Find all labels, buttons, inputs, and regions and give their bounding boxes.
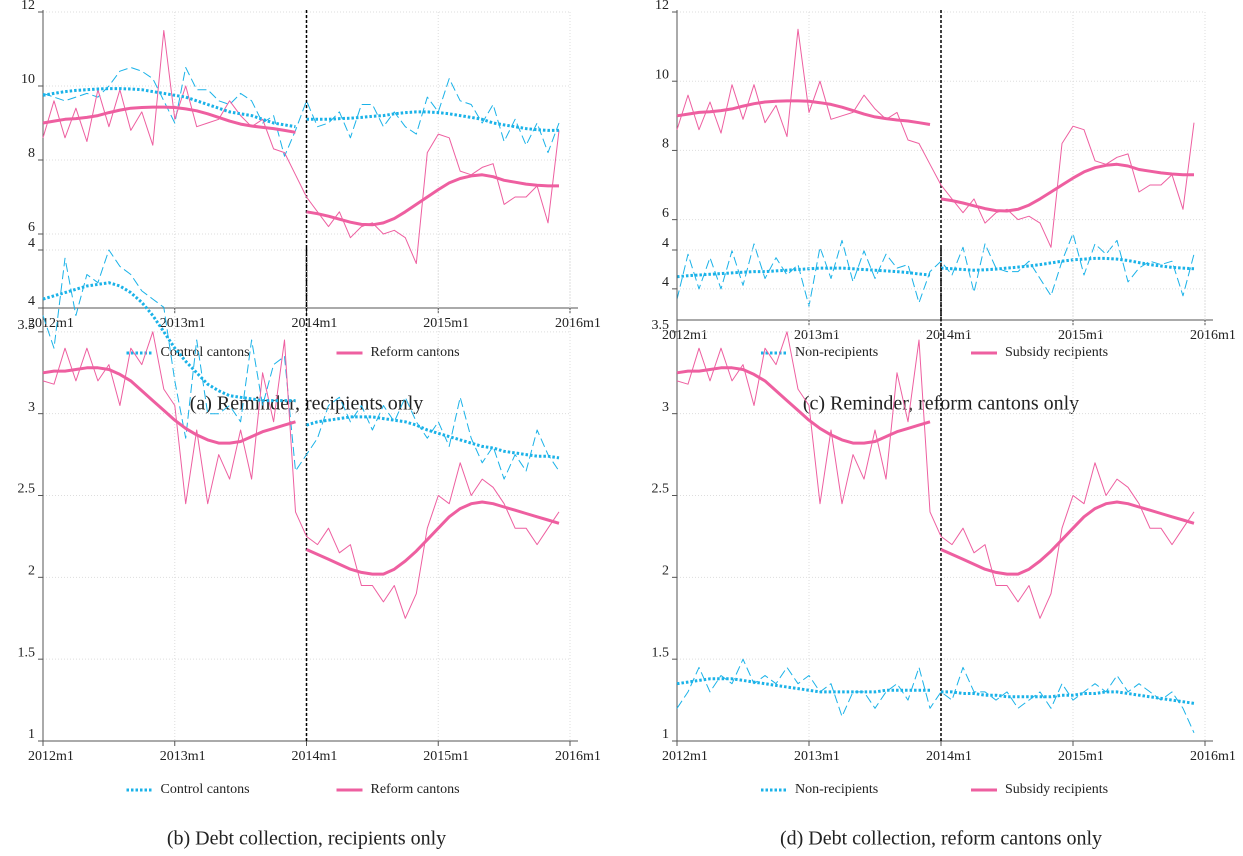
monthly-line (676, 28, 1195, 248)
y-tick-label: 3 (662, 400, 669, 415)
x-tick-label: 2012m1 (662, 749, 708, 764)
smoothed-line (306, 173, 559, 227)
x-tick-label: 2012m1 (28, 749, 74, 764)
smoothed-line (676, 366, 931, 445)
y-tick-label: 2.5 (652, 482, 670, 497)
monthly-line (676, 658, 1195, 734)
monthly-line (42, 331, 560, 619)
smoothed-line (42, 281, 296, 403)
y-tick-label: 4 (28, 236, 35, 251)
y-tick-label: 2 (28, 564, 35, 579)
y-tick-label: 1.5 (18, 645, 36, 660)
x-tick-label: 2015m1 (423, 749, 469, 764)
x-tick-label: 2016m1 (555, 316, 601, 331)
x-tick-label: 2015m1 (423, 316, 469, 331)
legend-label: Subsidy recipients (1005, 345, 1108, 360)
x-tick-label: 2016m1 (1190, 749, 1236, 764)
smoothed-line (940, 500, 1195, 576)
y-tick-label: 8 (28, 146, 35, 161)
x-tick-label: 2012m1 (28, 316, 74, 331)
legend-label: Control cantons (161, 782, 250, 797)
y-tick-label: 6 (28, 220, 35, 235)
y-tick-label: 1.5 (652, 645, 670, 660)
x-tick-label: 2016m1 (555, 749, 601, 764)
y-tick-label: 8 (662, 137, 669, 152)
smoothed-line (306, 415, 560, 460)
legend-label: Reform cantons (371, 782, 460, 797)
monthly-line (676, 233, 1195, 307)
y-tick-label: 4 (662, 275, 669, 290)
x-tick-label: 2015m1 (1058, 749, 1104, 764)
legend-label: Reform cantons (371, 345, 460, 360)
x-tick-label: 2013m1 (160, 749, 206, 764)
smoothed-line (676, 677, 930, 694)
smoothed-line (676, 266, 931, 279)
x-tick-label: 2013m1 (794, 749, 840, 764)
y-tick-label: 2 (662, 564, 669, 579)
caption: (d) Debt collection, reform cantons only (780, 828, 1102, 850)
legend-label: Non-recipients (795, 345, 878, 360)
y-tick-label: 6 (662, 206, 669, 221)
legend-label: Non-recipients (795, 782, 878, 797)
monthly-line (42, 30, 560, 265)
y-tick-label: 4 (662, 236, 669, 251)
monthly-line (42, 249, 560, 480)
y-tick-label: 3.5 (18, 318, 36, 333)
y-tick-label: 4 (28, 294, 35, 309)
y-tick-label: 12 (655, 0, 669, 13)
smoothed-line (306, 110, 559, 132)
y-tick-label: 3.5 (652, 318, 670, 333)
y-tick-label: 1 (28, 727, 35, 742)
x-tick-label: 2014m1 (292, 749, 338, 764)
y-tick-label: 10 (655, 67, 669, 82)
y-tick-label: 3 (28, 400, 35, 415)
monthly-line (42, 67, 560, 157)
x-tick-label: 2015m1 (1058, 328, 1104, 343)
smoothed-line (42, 87, 296, 129)
y-tick-label: 1 (662, 727, 669, 742)
caption: (b) Debt collection, recipients only (167, 828, 446, 850)
panel: 1 1.5 2 2.5 3 3.5 4 2012m1 2013m1 2014m1 2015m1 201… (18, 236, 601, 849)
x-tick-label: 2014m1 (926, 328, 972, 343)
smoothed-line (940, 162, 1194, 213)
y-tick-label: 10 (21, 72, 35, 87)
x-tick-label: 2014m1 (292, 316, 338, 331)
smoothed-line (941, 690, 1195, 705)
smoothed-line (676, 99, 931, 126)
x-tick-label: 2013m1 (794, 328, 840, 343)
y-tick-label: 2.5 (18, 482, 36, 497)
panel: 1 1.5 2 2.5 3 3.5 4 2012m1 2013m1 2014m1 2015m1 201… (652, 236, 1236, 849)
smoothed-line (940, 256, 1195, 272)
y-tick-label: 12 (21, 0, 35, 13)
x-tick-label: 2016m1 (1190, 328, 1236, 343)
monthly-line (676, 331, 1195, 619)
legend-label: Control cantons (161, 345, 250, 360)
x-tick-label: 2014m1 (926, 749, 972, 764)
smoothed-line (42, 366, 296, 445)
legend-label: Subsidy recipients (1005, 782, 1108, 797)
x-tick-label: 2013m1 (160, 316, 206, 331)
smoothed-line (42, 105, 296, 134)
smoothed-line (305, 500, 560, 576)
